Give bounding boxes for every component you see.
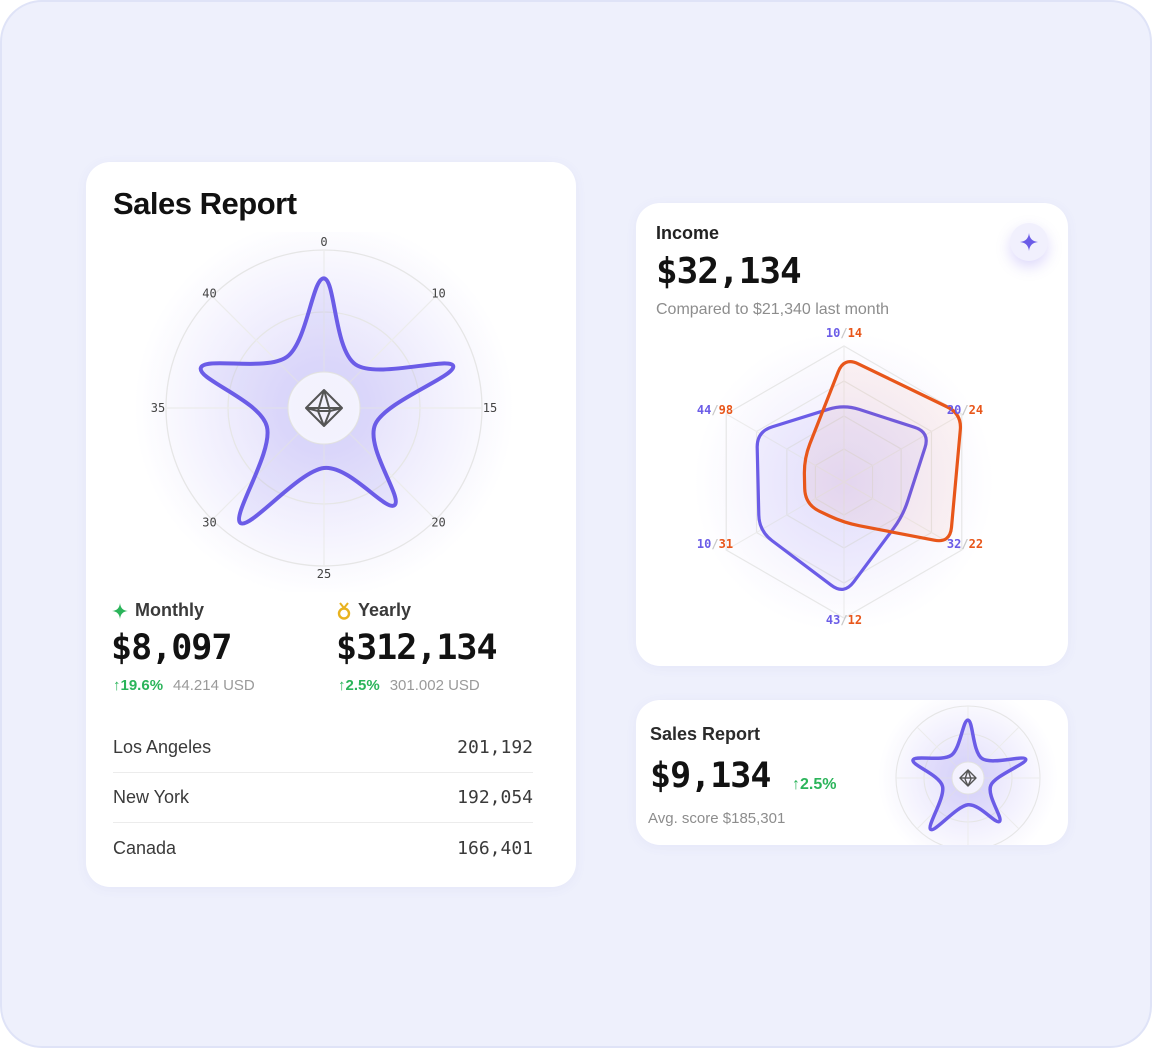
octahedron-icon — [959, 769, 977, 787]
axis-value-b: 24 — [969, 403, 983, 417]
grid-spoke — [725, 413, 845, 483]
city-row: Canada 166,401 — [113, 823, 533, 873]
axis-separator: / — [840, 613, 847, 627]
tick-label: 0 — [320, 235, 327, 249]
axis-separator: / — [840, 328, 847, 340]
sales-report-title: Sales Report — [113, 186, 297, 221]
tick-label: 35 — [151, 401, 165, 415]
yearly-label-text: Yearly — [358, 600, 412, 620]
income-value: $32,134 — [656, 251, 802, 292]
yearly-usd: 301.002 USD — [389, 677, 480, 694]
sales-report-card: Sales Report 0 10 15 20 25 30 35 40 — [86, 162, 576, 887]
city-row: New York 192,054 — [113, 772, 533, 823]
yearly-sub: ↑2.5% 301.002 USD — [338, 677, 480, 694]
axis-value-a: 32 — [947, 537, 961, 551]
sales-radar-chart: 0 10 15 20 25 30 35 40 — [134, 232, 514, 592]
tick-label: 20 — [431, 516, 445, 530]
grid-spoke — [978, 788, 1020, 830]
axis-label: 10/14 — [826, 328, 862, 340]
axis-separator: / — [711, 403, 718, 417]
mini-sales-value: $9,134 — [650, 756, 771, 796]
axis-separator: / — [961, 537, 968, 551]
axis-label: 10/31 — [697, 537, 733, 551]
yearly-value: $312,134 — [336, 628, 498, 668]
axis-value-a: 10 — [697, 537, 711, 551]
city-name: New York — [113, 786, 190, 807]
mini-sales-card: Sales Report $9,134 ↑2.5% Avg. score $18… — [636, 700, 1068, 845]
city-value: 201,192 — [457, 736, 533, 758]
tick-label: 30 — [202, 516, 216, 530]
grid-spoke — [843, 413, 963, 483]
city-value: 166,401 — [457, 837, 533, 859]
axis-value-a: 44 — [697, 403, 711, 417]
axis-label: 20/24 — [947, 403, 983, 417]
axis-separator: / — [711, 537, 718, 551]
series-line — [755, 405, 928, 591]
city-name: Canada — [113, 837, 177, 858]
monthly-sub: ↑19.6% 44.214 USD — [113, 677, 255, 694]
axis-value-b: 22 — [969, 537, 983, 551]
axis-label: 32/22 — [947, 537, 983, 551]
mini-sales-label: Sales Report — [650, 724, 761, 744]
axis-value-a: 20 — [947, 403, 961, 417]
grid-spoke — [349, 433, 437, 521]
income-compare: Compared to $21,340 last month — [656, 301, 890, 318]
income-label: Income — [656, 223, 720, 243]
monthly-label-text: Monthly — [135, 600, 204, 620]
mini-radar-chart — [878, 700, 1058, 845]
monthly-value: $8,097 — [111, 628, 232, 668]
grid-spoke — [725, 481, 845, 551]
mini-sales-change: ↑2.5% — [792, 776, 837, 793]
income-radar-series — [755, 360, 963, 591]
axis-label: 43/12 — [826, 613, 862, 627]
tick-label: 15 — [483, 401, 497, 415]
city-row: Los Angeles 201,192 — [113, 722, 533, 773]
monthly-change: ↑19.6% — [113, 677, 164, 694]
series-line — [802, 360, 963, 543]
city-name: Los Angeles — [113, 736, 212, 757]
axis-value-b: 14 — [848, 328, 862, 340]
income-card: Income $32,134 Compared to $21,340 last … — [636, 203, 1068, 666]
yearly-label: Yearly — [336, 600, 411, 621]
grid-spoke — [916, 726, 958, 768]
sparkle-icon — [112, 602, 128, 619]
mini-sales-avg: Avg. score $185,301 — [648, 810, 786, 827]
axis-value-a: 43 — [826, 613, 840, 627]
sparkle-icon — [1020, 233, 1038, 251]
octahedron-icon — [305, 389, 343, 427]
axis-value-b: 31 — [719, 537, 733, 551]
medal-icon — [337, 601, 351, 620]
grid-spoke — [211, 295, 299, 383]
axis-label: 44/98 — [697, 403, 733, 417]
axis-value-b: 98 — [719, 403, 733, 417]
city-value: 192,054 — [457, 786, 533, 808]
yearly-change: ↑2.5% — [338, 677, 380, 694]
tick-label: 25 — [317, 567, 331, 581]
monthly-label: Monthly — [111, 600, 204, 621]
axis-value-a: 10 — [826, 328, 840, 340]
tick-label: 10 — [431, 286, 445, 300]
monthly-usd: 44.214 USD — [173, 677, 255, 694]
income-action-button[interactable] — [1010, 223, 1048, 261]
tick-label: 40 — [202, 286, 216, 300]
axis-value-b: 12 — [848, 613, 862, 627]
axis-separator: / — [961, 403, 968, 417]
sales-radar-ticks: 0 10 15 20 25 30 35 40 — [151, 235, 497, 581]
